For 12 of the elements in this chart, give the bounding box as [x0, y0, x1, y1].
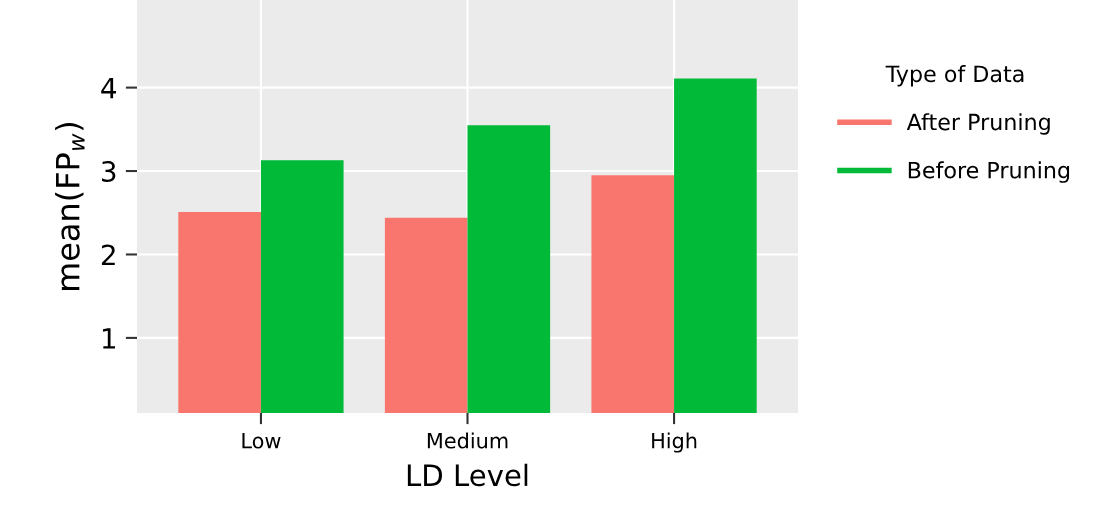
y-tick-label: 3	[102, 160, 116, 182]
x-axis-title: LD Level	[407, 463, 528, 487]
y-tick-label: 1	[102, 328, 115, 349]
legend-label: Before Pruning	[908, 161, 1070, 183]
y-axis-title: mean(FP$_{w}$)	[55, 123, 85, 291]
x-tick-label: Medium	[427, 432, 508, 449]
x-tick-label: High	[652, 432, 697, 453]
x-tick-label: Low	[242, 433, 281, 449]
y-tick-label: 2	[101, 244, 115, 266]
y-tick-label: 4	[101, 77, 116, 99]
legend-title: Type of Data	[885, 65, 1024, 87]
legend-label: After Pruning	[906, 113, 1050, 135]
